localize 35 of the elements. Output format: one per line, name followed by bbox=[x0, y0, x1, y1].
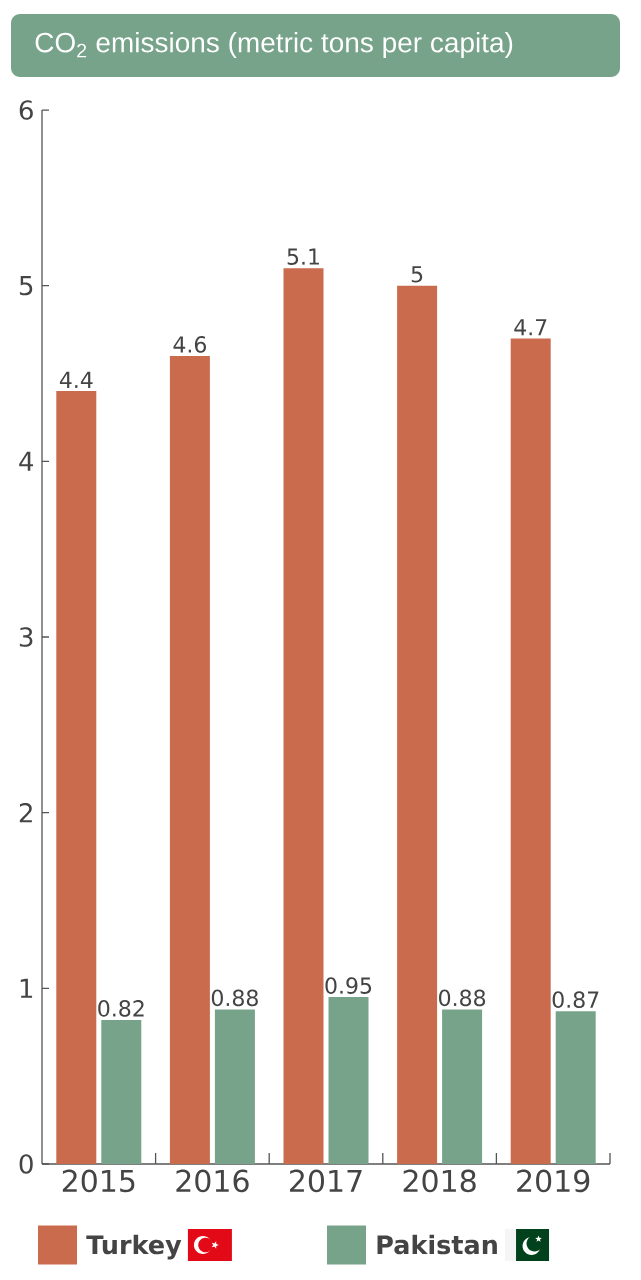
y-tick-label: 6 bbox=[19, 100, 33, 120]
bar bbox=[169, 355, 210, 1164]
y-tick-label: 2 bbox=[19, 803, 32, 823]
data-label: 4.7 bbox=[514, 319, 547, 336]
chart-title: CO$_{2}$ emissions (metric tons per capita) bbox=[35, 31, 513, 59]
y-tick-label: 0 bbox=[19, 1154, 33, 1174]
x-tick-label: 2015 bbox=[62, 1169, 135, 1193]
bar bbox=[397, 285, 438, 1164]
bar bbox=[328, 997, 369, 1164]
data-label: 0.87 bbox=[552, 991, 599, 1008]
bar bbox=[214, 1009, 255, 1164]
data-label: 0.82 bbox=[98, 1000, 144, 1017]
data-label: 4.6 bbox=[173, 336, 206, 353]
data-label: 0.88 bbox=[211, 989, 258, 1007]
legend-label: Pakistan bbox=[377, 1234, 497, 1255]
bar bbox=[56, 391, 97, 1164]
bar bbox=[510, 338, 551, 1164]
bar bbox=[555, 1011, 596, 1164]
bar bbox=[442, 1009, 483, 1164]
data-label: 5.1 bbox=[287, 248, 319, 265]
y-tick-label: 1 bbox=[20, 978, 33, 998]
bar bbox=[283, 268, 324, 1164]
y-tick-label: 5 bbox=[19, 276, 33, 296]
data-label: 4.4 bbox=[59, 371, 93, 388]
y-tick-label: 3 bbox=[19, 627, 33, 647]
data-label: 0.95 bbox=[325, 977, 372, 994]
x-tick-label: 2016 bbox=[176, 1169, 249, 1193]
legend-label: Turkey bbox=[86, 1234, 182, 1260]
x-tick-label: 2017 bbox=[290, 1169, 362, 1193]
y-tick-label: 4 bbox=[19, 451, 34, 471]
data-label: 0.88 bbox=[439, 989, 486, 1007]
x-tick-label: 2019 bbox=[517, 1169, 590, 1193]
x-tick-label: 2018 bbox=[403, 1169, 476, 1193]
bar bbox=[101, 1019, 142, 1164]
data-label: 5 bbox=[411, 266, 423, 283]
